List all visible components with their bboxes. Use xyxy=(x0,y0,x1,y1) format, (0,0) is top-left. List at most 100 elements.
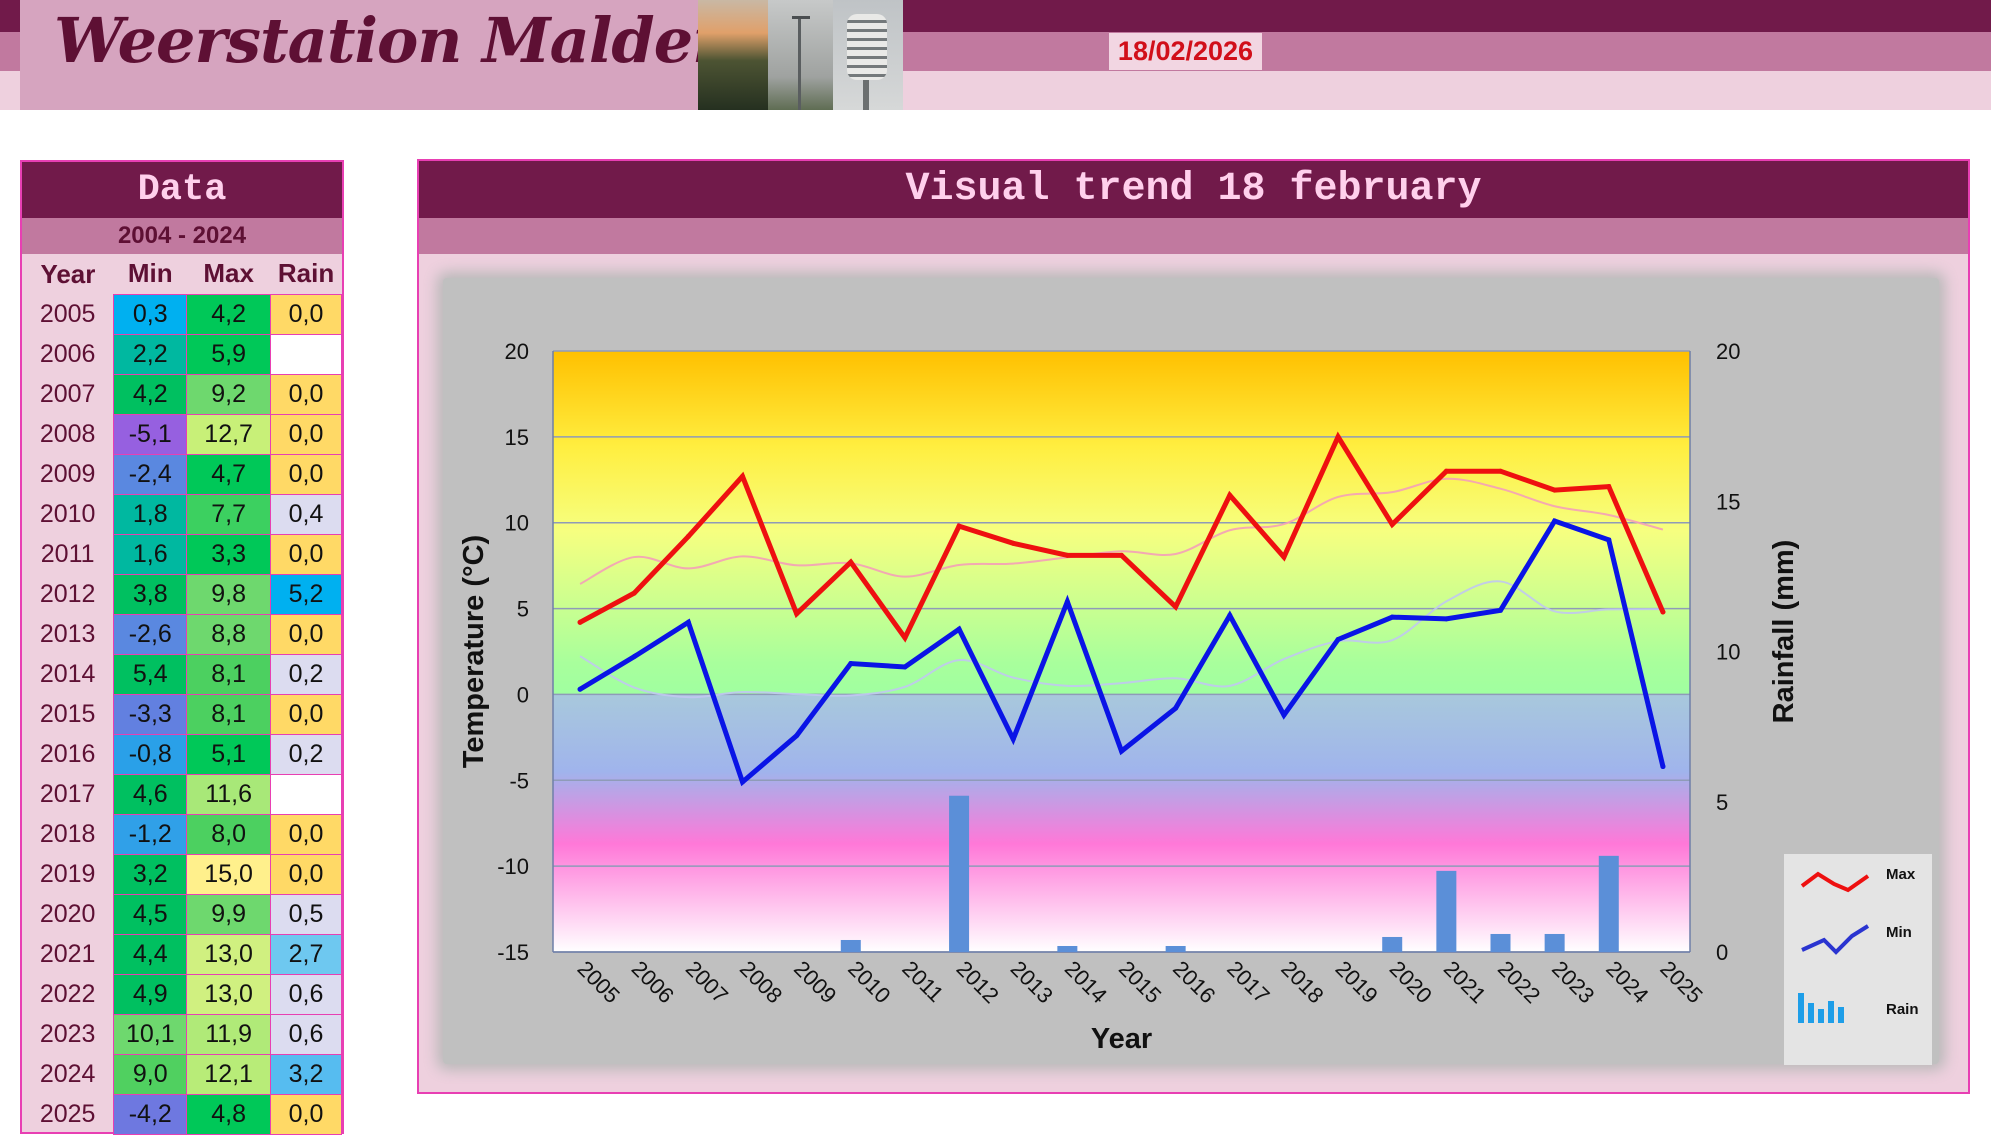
max-point xyxy=(956,523,962,529)
year-cell: 2014 xyxy=(39,659,96,688)
min-cell: -0,8 xyxy=(113,733,188,775)
x-tick-label: 2014 xyxy=(1060,956,1112,1008)
max-cell: 4,7 xyxy=(186,453,272,495)
y2-tick-label: 5 xyxy=(1716,790,1728,815)
min-cell: 2,2 xyxy=(113,333,188,375)
legend-item-min: Min xyxy=(1784,912,1932,972)
year-cell: 2016 xyxy=(39,739,96,768)
sunset-photo xyxy=(698,0,768,110)
max-point xyxy=(1552,487,1558,493)
x-tick-label: 2006 xyxy=(627,956,679,1008)
x-tick-label: 2012 xyxy=(952,956,1004,1008)
max-cell: 11,6 xyxy=(186,773,272,815)
plot-background xyxy=(553,351,1690,952)
y-tick-label: -5 xyxy=(509,768,529,793)
table-row: 2021 4,4 13,0 2,7 xyxy=(22,933,342,975)
data-range: 2004 - 2024 xyxy=(22,218,342,254)
max-point xyxy=(1660,609,1666,615)
rain-cell: 0,0 xyxy=(270,293,342,335)
min-cell: -5,1 xyxy=(113,413,188,455)
x-tick-label: 2010 xyxy=(843,956,895,1008)
max-point xyxy=(794,611,800,617)
year-cell: 2019 xyxy=(39,859,96,888)
rain-bar xyxy=(1382,936,1403,952)
min-cell: 4,4 xyxy=(113,933,188,975)
max-point xyxy=(740,473,745,479)
min-cell: 4,6 xyxy=(113,773,188,815)
col-max: Max xyxy=(203,258,254,289)
rain-cell: 0,0 xyxy=(270,613,342,655)
year-cell: 2020 xyxy=(39,899,96,928)
x-tick-label: 2013 xyxy=(1006,956,1058,1008)
rain-bar xyxy=(840,939,861,952)
year-cell: 2015 xyxy=(39,699,96,728)
year-cell: 2007 xyxy=(39,379,96,408)
year-cell: 2013 xyxy=(39,619,96,648)
rain-cell: 0,6 xyxy=(270,1013,342,1055)
year-cell: 2005 xyxy=(39,299,96,328)
max-point xyxy=(1606,484,1612,490)
max-point xyxy=(1010,540,1016,546)
min-point xyxy=(1010,736,1016,742)
table-row: 2010 1,8 7,7 0,4 xyxy=(22,493,342,535)
table-row: 2020 4,5 9,9 0,5 xyxy=(22,893,342,935)
min-point xyxy=(1281,712,1287,718)
max-cell: 8,1 xyxy=(186,693,272,735)
rain-cell: 0,0 xyxy=(270,813,342,855)
max-cell: 3,3 xyxy=(186,533,272,575)
x-tick-label: 2017 xyxy=(1222,956,1274,1008)
min-point xyxy=(848,661,854,667)
year-cell: 2008 xyxy=(39,419,96,448)
x-tick-label: 2018 xyxy=(1276,956,1328,1008)
min-point xyxy=(1119,748,1124,754)
rain-cell xyxy=(270,773,342,815)
table-row: 2018 -1,2 8,0 0,0 xyxy=(22,813,342,855)
x-tick-label: 2016 xyxy=(1168,956,1220,1008)
max-cell: 13,0 xyxy=(186,933,272,975)
max-cell: 11,9 xyxy=(186,1013,272,1055)
rain-bar xyxy=(1544,933,1565,952)
min-point xyxy=(1335,636,1341,642)
year-cell: 2011 xyxy=(40,539,95,568)
max-point xyxy=(1119,552,1124,558)
table-row: 2022 4,9 13,0 0,6 xyxy=(22,973,342,1015)
rain-cell: 0,0 xyxy=(270,853,342,895)
y2-axis-title: Rainfall (mm) xyxy=(1768,540,1800,724)
legend-label-rain: Rain xyxy=(1886,1001,1919,1018)
year-cell: 2012 xyxy=(39,579,96,608)
max-point xyxy=(902,635,908,641)
rain-cell: 0,5 xyxy=(270,893,342,935)
year-cell: 2023 xyxy=(39,1019,96,1048)
rain-cell xyxy=(270,333,342,375)
year-cell: 2021 xyxy=(39,939,96,968)
min-cell: 9,0 xyxy=(113,1053,188,1095)
max-cell: 12,7 xyxy=(186,413,272,455)
min-cell: 4,5 xyxy=(113,893,188,935)
table-row: 2005 0,3 4,2 0,0 xyxy=(22,293,342,335)
x-tick-label: 2007 xyxy=(681,956,733,1008)
x-tick-label: 2025 xyxy=(1655,956,1707,1008)
rain-cell: 0,0 xyxy=(270,533,342,575)
rain-bar xyxy=(949,795,970,952)
y-tick-label: -10 xyxy=(497,854,529,879)
rain-bars-icon xyxy=(1798,993,1844,1023)
rain-cell: 0,0 xyxy=(270,1093,342,1135)
max-cell: 9,2 xyxy=(186,373,272,415)
table-row: 2014 5,4 8,1 0,2 xyxy=(22,653,342,695)
rain-cell: 0,0 xyxy=(270,413,342,455)
year-cell: 2024 xyxy=(39,1059,96,1088)
max-point xyxy=(1064,552,1070,558)
min-cell: -1,2 xyxy=(113,813,188,855)
x-tick-label: 2022 xyxy=(1493,956,1545,1008)
rain-cell: 0,6 xyxy=(270,973,342,1015)
max-cell: 7,7 xyxy=(186,493,272,535)
table-row: 2025 -4,2 4,8 0,0 xyxy=(22,1093,342,1135)
mast-pole xyxy=(798,18,801,110)
x-tick-label: 2021 xyxy=(1439,956,1491,1008)
y2-tick-label: 10 xyxy=(1716,640,1740,665)
y-tick-label: 20 xyxy=(505,339,529,364)
x-tick-label: 2024 xyxy=(1601,956,1653,1008)
table-row: 2023 10,1 11,9 0,6 xyxy=(22,1013,342,1055)
min-cell: 3,8 xyxy=(113,573,188,615)
rain-bar xyxy=(1165,945,1186,952)
